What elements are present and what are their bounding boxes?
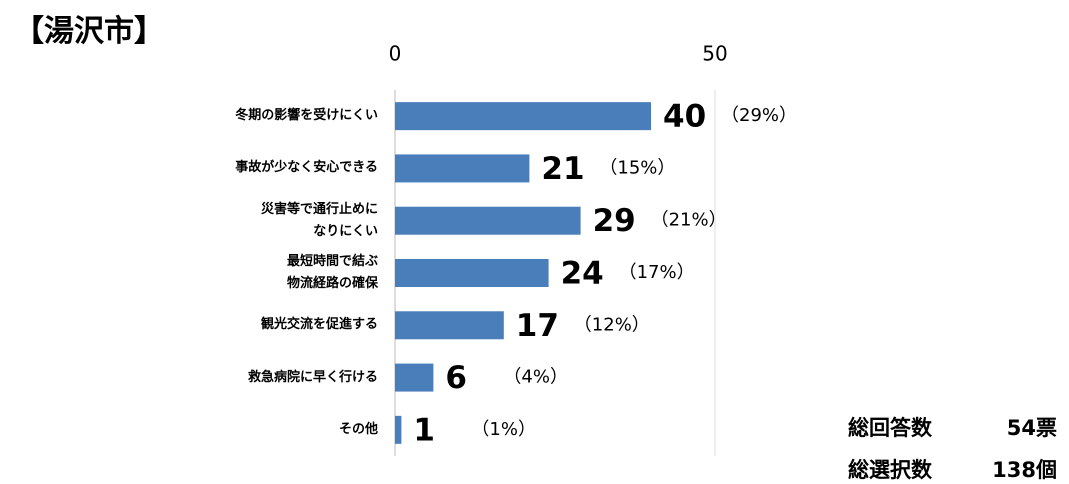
value-label: 24	[561, 256, 604, 292]
category-label: 救急病院に早く行ける	[247, 369, 378, 385]
category-label: 冬期の影響を受けにくい	[235, 108, 378, 124]
bar	[395, 102, 651, 131]
annotation-label: 総回答数	[848, 416, 932, 440]
bar	[395, 311, 504, 340]
value-label: 1	[413, 412, 435, 448]
category-label: その他	[338, 421, 378, 437]
category-label: 最短時間で結ぶ 物流経路の確保	[286, 254, 378, 291]
bar	[395, 206, 581, 235]
x-tick-label: 50	[702, 42, 727, 66]
percent-label: （17%）	[619, 262, 695, 283]
value-label: 40	[663, 99, 706, 135]
percent-label: （29%）	[721, 105, 797, 126]
annotation-value: 138個	[992, 458, 1057, 482]
bar	[395, 259, 549, 287]
percent-label: （12%）	[574, 314, 650, 335]
value-label: 21	[541, 151, 584, 187]
chart-title: 【湯沢市】	[14, 14, 164, 49]
annotation-value: 54票	[1006, 416, 1057, 440]
percent-label: （21%）	[651, 210, 727, 231]
bar	[395, 363, 434, 392]
category-label: 事故が少なく安心できる	[235, 160, 378, 176]
x-tick-label: 0	[389, 42, 402, 66]
value-label: 6	[445, 360, 467, 396]
percent-label: （1%）	[471, 419, 536, 440]
value-label: 29	[593, 203, 636, 239]
category-label: 観光交流を促進する	[260, 317, 378, 333]
value-label: 17	[516, 308, 559, 344]
bar	[395, 415, 402, 444]
percent-label: （4%）	[503, 367, 568, 388]
annotation-label: 総選択数	[848, 458, 932, 482]
percent-label: （15%）	[599, 157, 675, 178]
bar	[395, 154, 530, 183]
category-label: 災害等で通行止めに なりにくい	[260, 201, 378, 239]
